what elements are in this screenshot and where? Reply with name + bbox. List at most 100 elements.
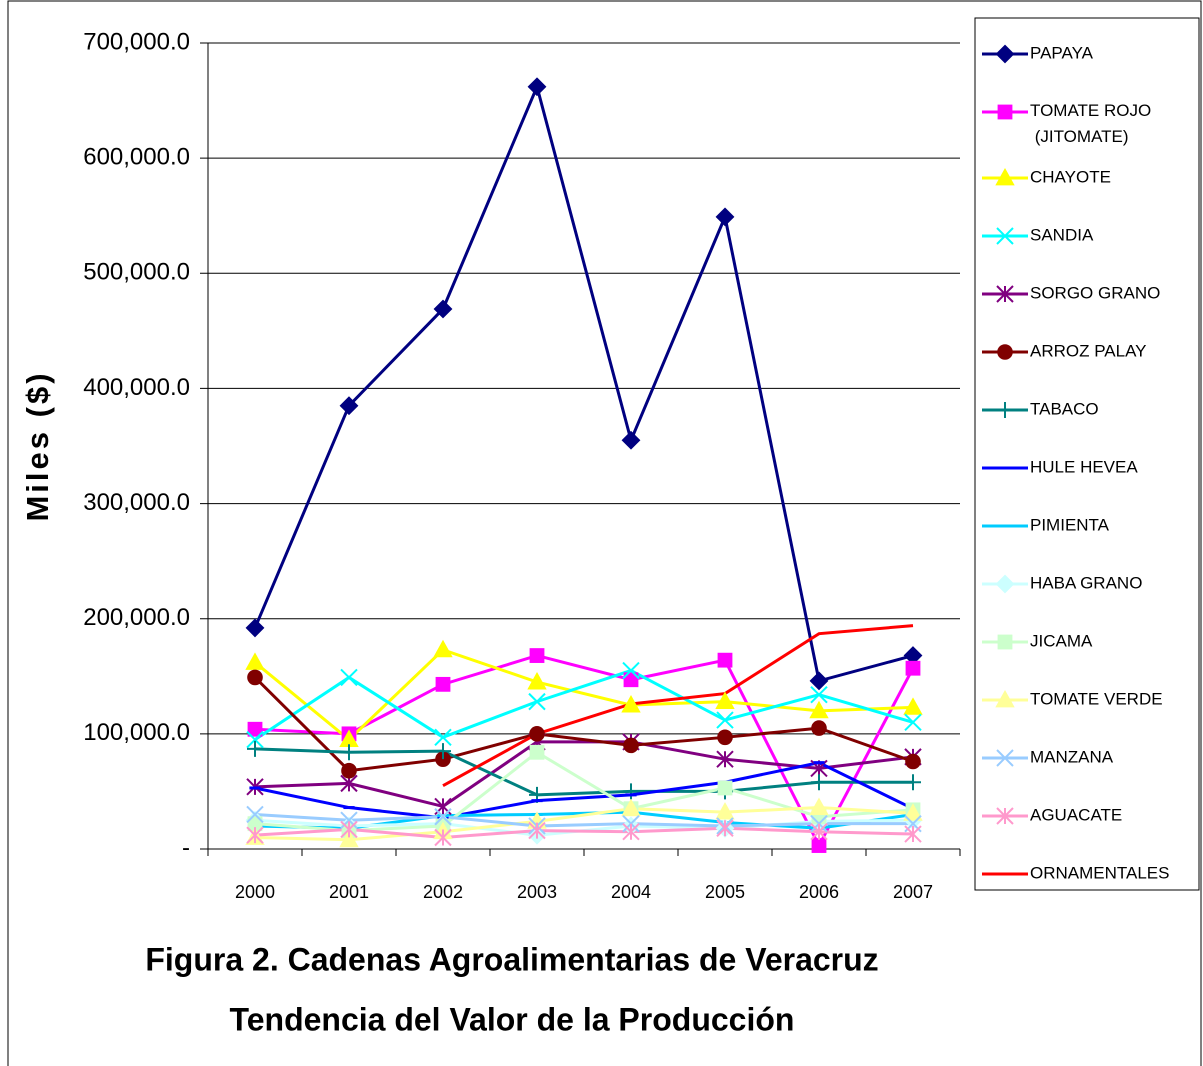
x-tick-label: 2004 — [611, 882, 651, 902]
y-tick-label: - — [182, 834, 190, 861]
x-tick-label: 2003 — [517, 882, 557, 902]
legend-label: TOMATE VERDE — [1030, 689, 1163, 708]
series-line — [442, 624, 914, 787]
data-point — [904, 825, 922, 843]
data-point — [527, 671, 547, 690]
data-point — [246, 805, 264, 824]
series-line — [254, 826, 914, 839]
data-point — [996, 227, 1014, 245]
legend-label: SORGO GRANO — [1030, 283, 1160, 302]
y-tick-label: 400,000.0 — [83, 374, 190, 401]
data-point — [623, 672, 639, 688]
series-line — [253, 676, 914, 773]
data-point — [341, 762, 357, 779]
data-point — [247, 740, 263, 757]
x-tick-label: 2005 — [705, 882, 745, 902]
data-point — [715, 802, 735, 820]
data-point — [903, 803, 923, 821]
data-point — [247, 669, 263, 686]
data-point — [340, 668, 358, 687]
data-point — [811, 774, 827, 791]
data-point — [717, 652, 733, 668]
data-point — [809, 700, 829, 719]
legend-label: PIMIENTA — [1030, 515, 1110, 534]
data-point — [716, 711, 734, 729]
legend-box — [974, 17, 1200, 891]
chart-title: Tendencia del Valor de la Producción — [230, 1001, 795, 1037]
data-point — [810, 814, 828, 833]
series-line — [253, 82, 914, 683]
data-point — [715, 207, 735, 227]
y-tick-label: 700,000.0 — [83, 28, 190, 55]
series-line — [254, 806, 914, 842]
data-point — [529, 648, 545, 663]
legend-label: TOMATE ROJO (JITOMATE) — [1030, 101, 1151, 146]
y-axis-label: Miles ($) — [20, 370, 55, 521]
data-point — [622, 661, 640, 680]
data-point — [996, 749, 1014, 767]
data-point — [811, 720, 827, 736]
legend-label-line: TOMATE ROJO — [1030, 101, 1151, 120]
data-point — [715, 691, 735, 710]
data-point — [434, 728, 452, 747]
data-point — [717, 780, 733, 796]
data-point — [997, 634, 1013, 650]
data-point — [904, 713, 922, 732]
data-point — [622, 823, 640, 841]
y-tick-label: 100,000.0 — [83, 719, 190, 746]
data-point — [905, 660, 921, 676]
legend-label: HULE HEVEA — [1030, 457, 1138, 476]
series-line — [254, 648, 914, 742]
data-point — [717, 729, 733, 746]
data-point — [247, 721, 263, 737]
data-point — [339, 396, 359, 416]
legend-label: TABACO — [1030, 399, 1099, 418]
data-point — [809, 797, 829, 815]
series-line — [254, 668, 914, 741]
data-point — [810, 823, 828, 841]
data-point — [623, 737, 639, 754]
data-point — [716, 819, 734, 837]
data-point — [528, 692, 546, 711]
y-tick-label: 300,000.0 — [83, 489, 190, 516]
legend-label: ARROZ PALAY — [1030, 341, 1147, 360]
legend-label: CHAYOTE — [1030, 167, 1111, 186]
data-point — [434, 808, 452, 826]
y-tick-label: 600,000.0 — [83, 143, 190, 170]
legend-label: JICAMA — [1030, 631, 1093, 650]
data-point — [995, 44, 1015, 64]
series-line — [254, 761, 914, 820]
data-point — [339, 829, 359, 848]
data-point — [433, 639, 453, 658]
data-point — [340, 811, 358, 829]
data-point — [621, 695, 641, 713]
x-tick-label: 2002 — [423, 882, 463, 902]
data-point — [340, 820, 358, 839]
data-point — [997, 104, 1013, 120]
x-tick-label: 2007 — [893, 882, 933, 902]
data-point — [996, 807, 1014, 825]
data-point — [996, 285, 1014, 303]
data-point — [903, 697, 923, 715]
data-point — [245, 652, 265, 670]
data-point — [246, 730, 264, 749]
data-point — [995, 689, 1015, 708]
data-point — [905, 774, 921, 791]
y-tick-label: 500,000.0 — [83, 259, 190, 286]
data-point — [529, 744, 545, 760]
x-tick-label: 2001 — [329, 882, 369, 902]
data-point — [435, 676, 451, 692]
data-point — [995, 167, 1015, 186]
data-point — [905, 753, 921, 770]
y-tick-label: 200,000.0 — [83, 604, 190, 631]
data-point — [997, 402, 1013, 418]
data-point — [716, 750, 734, 768]
data-point — [811, 838, 827, 853]
legend-label-line: (JITOMATE) — [1030, 127, 1129, 146]
data-point — [434, 828, 452, 847]
data-point — [527, 77, 547, 97]
legend-label: PAPAYA — [1030, 43, 1094, 62]
data-point — [623, 783, 639, 800]
legend-label: ORNAMENTALES — [1030, 863, 1170, 882]
